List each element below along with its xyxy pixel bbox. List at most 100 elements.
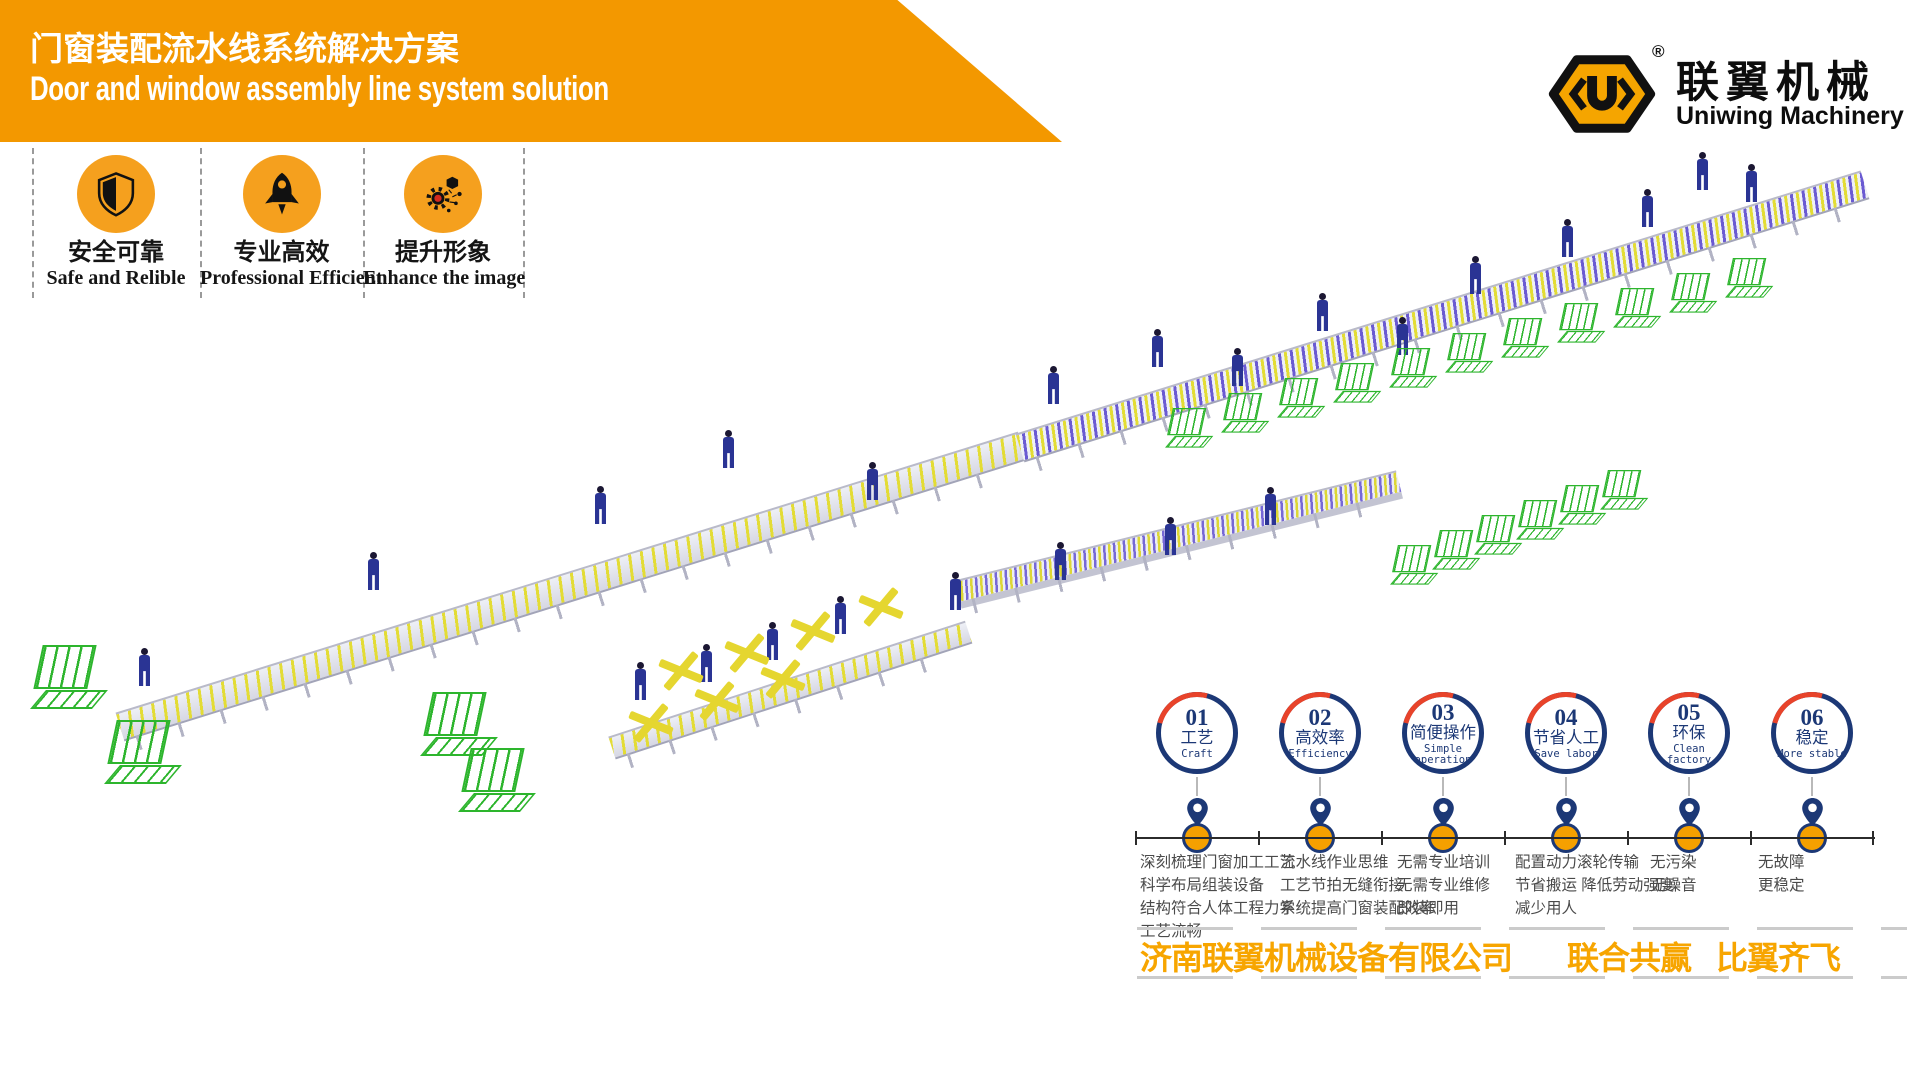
step-circle-arc xyxy=(1632,676,1746,790)
badge-circle xyxy=(242,155,321,233)
step-circle-arc xyxy=(1263,676,1377,790)
step-circle: 02 高效率 Efficiency xyxy=(1263,676,1377,790)
transport-cart xyxy=(1432,530,1473,570)
uniwing-logo-icon xyxy=(1548,55,1656,133)
step-label-en: More stable xyxy=(1777,748,1847,760)
transport-cart xyxy=(1474,515,1515,555)
logo-name-en: Uniwing Machinery xyxy=(1676,102,1904,130)
timeline-step: 06 稳定 More stable xyxy=(1755,676,1869,853)
step-label-en: Clean factory xyxy=(1666,742,1712,766)
transport-cart xyxy=(1613,288,1654,328)
location-pin-icon xyxy=(1801,797,1823,827)
step-label-en: Efficiency xyxy=(1288,748,1352,760)
window-frame xyxy=(853,579,909,635)
transport-cart xyxy=(1558,485,1599,525)
step-number: 01 xyxy=(1185,705,1209,730)
step-detail-column: 流水线作业思维 工艺节拍无缝衔接 系统提高门窗装配效率 xyxy=(1280,854,1436,917)
axis-tick xyxy=(1627,831,1629,845)
transport-cart xyxy=(1333,363,1374,403)
location-pin-icon xyxy=(1186,797,1208,827)
worker-figure xyxy=(1642,189,1653,227)
axis-tick xyxy=(1258,831,1260,845)
step-circle-arc xyxy=(1755,676,1869,790)
transport-cart xyxy=(1277,378,1318,418)
slogan-left: 联合共赢 xyxy=(1567,940,1692,976)
slogan-right: 比翼齐飞 xyxy=(1716,940,1841,976)
transport-cart xyxy=(1165,408,1206,448)
conveyor-legs xyxy=(971,494,1394,614)
badge-circle xyxy=(404,155,482,233)
timeline-step: 03 简便操作 Simple operation xyxy=(1386,676,1500,853)
powered-roller-bench xyxy=(954,470,1403,614)
header-banner: 门窗装配流水线系统解决方案 Door and window assembly l… xyxy=(0,0,1062,142)
step-number: 04 xyxy=(1554,705,1578,730)
worker-figure xyxy=(1165,517,1176,555)
badge-professional-efficient: 专业高效 Professional Efficient xyxy=(200,155,382,290)
page-title-zh: 门窗装配流水线系统解决方案 xyxy=(30,30,459,67)
worker-figure xyxy=(1265,487,1276,525)
step-circle: 04 节省人工 Save labor xyxy=(1509,676,1623,790)
step-circle: 06 稳定 More stable xyxy=(1755,676,1869,790)
transport-cart xyxy=(1445,333,1486,373)
transport-cart xyxy=(1600,470,1641,510)
step-label-zh: 简便操作 xyxy=(1410,723,1476,742)
worker-figure xyxy=(723,430,734,468)
badge-label-en: Enhance the image xyxy=(363,267,526,289)
transport-cart xyxy=(1516,500,1557,540)
step-circle-arc xyxy=(1386,676,1500,790)
worker-figure xyxy=(595,486,606,524)
step-detail-column: 配置动力滚轮传输 节省搬运 降低劳动强度 减少用人 xyxy=(1515,854,1675,917)
slogan-rule-bottom xyxy=(1137,976,1907,979)
step-label-en: Save labor xyxy=(1534,748,1598,760)
company-name: 济南联翼机械设备有限公司 xyxy=(1140,940,1513,976)
location-pin-icon xyxy=(1309,797,1331,827)
badge-separator xyxy=(200,148,202,298)
step-label-en: Simple operation xyxy=(1414,742,1472,766)
page-title-en: Door and window assembly line system sol… xyxy=(30,70,609,108)
step-detail-column: 无污染 无噪音 xyxy=(1650,854,1697,894)
transport-cart xyxy=(1390,545,1431,585)
step-circle-arc xyxy=(1509,676,1623,790)
registered-trademark: ® xyxy=(1652,42,1665,61)
axis-tick xyxy=(1381,831,1383,845)
worker-figure xyxy=(1055,542,1066,580)
badge-label-zh: 安全可靠 xyxy=(68,240,164,266)
window-frame xyxy=(785,603,841,659)
timeline-step: 02 高效率 Efficiency xyxy=(1263,676,1377,853)
worker-figure xyxy=(1470,256,1481,294)
transport-cart xyxy=(1669,273,1710,313)
step-stem xyxy=(1319,777,1321,796)
step-stem xyxy=(1196,777,1198,796)
worker-figure xyxy=(767,622,778,660)
transport-cart xyxy=(1389,348,1430,388)
badge-label-en: Safe and Relible xyxy=(46,267,186,289)
step-label-zh: 工艺 xyxy=(1180,729,1214,747)
worker-figure xyxy=(1152,329,1163,367)
step-number: 02 xyxy=(1308,705,1332,730)
rocket-icon xyxy=(264,172,299,215)
step-detail-column: 无故障 更稳定 xyxy=(1758,854,1805,894)
slogan-rule-top xyxy=(1137,927,1907,930)
timeline-step: 01 工艺 Craft xyxy=(1140,676,1254,853)
badge-safe-reliable: 安全可靠 Safe and Relible xyxy=(32,155,200,290)
timeline-step: 05 环保 Clean factory xyxy=(1632,676,1746,853)
transport-cart xyxy=(1725,258,1766,298)
step-stem xyxy=(1688,777,1690,796)
worker-figure xyxy=(1232,348,1243,386)
glass-rack xyxy=(104,720,170,784)
badge-label-zh: 提升形象 xyxy=(395,240,491,266)
step-stem xyxy=(1442,777,1444,796)
step-label-zh: 高效率 xyxy=(1295,729,1345,747)
step-detail-column: 无需专业培训 无需专业维修 即装即用 xyxy=(1397,854,1491,917)
badge-label-zh: 专业高效 xyxy=(233,240,330,266)
worker-figure xyxy=(1746,164,1757,202)
badge-circle xyxy=(77,155,155,233)
transport-cart xyxy=(1221,393,1262,433)
worker-figure xyxy=(368,552,379,590)
shield-icon xyxy=(97,172,135,217)
step-detail-column: 深刻梳理门窗加工工艺 科学布局组装设备 结构符合人体工程力学 工艺流畅 xyxy=(1140,854,1296,940)
worker-figure xyxy=(701,644,712,682)
badge-separator xyxy=(363,148,365,298)
